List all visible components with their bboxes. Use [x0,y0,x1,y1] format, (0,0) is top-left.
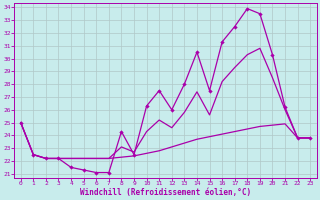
X-axis label: Windchill (Refroidissement éolien,°C): Windchill (Refroidissement éolien,°C) [80,188,251,197]
